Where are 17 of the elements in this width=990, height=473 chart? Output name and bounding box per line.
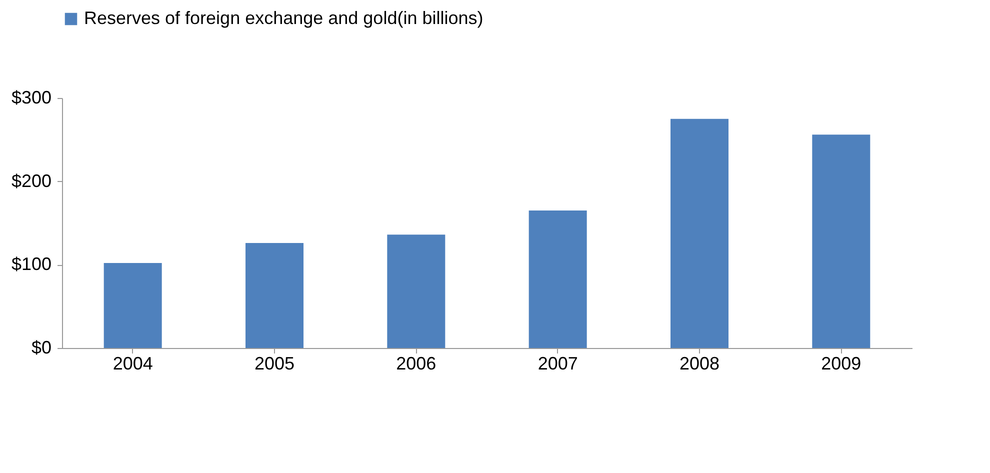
x-tick-label: 2007 — [538, 354, 578, 374]
bar — [528, 210, 587, 348]
x-tick-label: 2004 — [112, 354, 153, 374]
y-tick-label: $0 — [31, 338, 52, 358]
x-tick-label: 2006 — [396, 354, 436, 374]
bar — [387, 234, 446, 348]
x-tick-label: 2005 — [254, 354, 295, 374]
legend-label: Reserves of foreign exchange and gold(in billions) — [84, 8, 484, 28]
bar — [812, 134, 870, 348]
y-tick-label: $300 — [11, 88, 52, 108]
x-tick-label: 2009 — [821, 354, 862, 374]
bar — [670, 118, 728, 348]
x-tick-label: 2008 — [679, 354, 720, 374]
y-tick-label: $100 — [11, 254, 52, 274]
y-tick-label: $200 — [11, 170, 52, 191]
bar — [246, 243, 304, 348]
bar — [104, 263, 162, 348]
